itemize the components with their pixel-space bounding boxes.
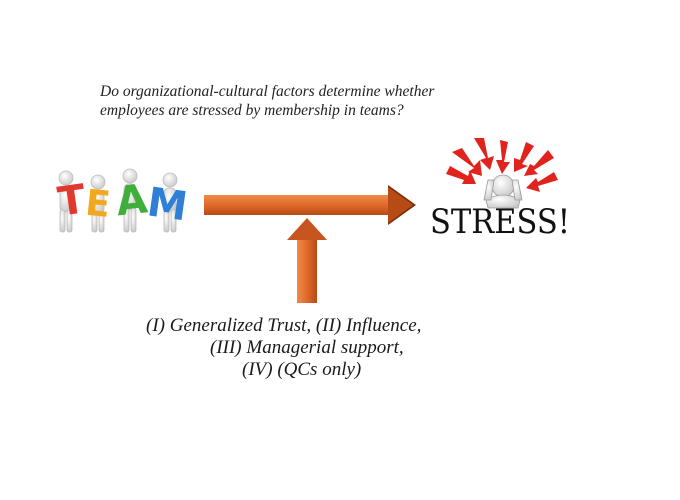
main-effect-arrow bbox=[204, 185, 416, 225]
stressed-person-icon: STRESS! bbox=[430, 138, 570, 242]
moderator-line-1: (I) Generalized Trust, (II) Influence, bbox=[146, 315, 422, 336]
moderator-arrow bbox=[287, 218, 327, 303]
question-text: Do organizational-cultural factors deter… bbox=[100, 82, 620, 120]
stress-label: STRESS! bbox=[430, 202, 570, 242]
moderator-line-3: (IV) (QCs only) bbox=[242, 359, 362, 380]
team-letter-a: A bbox=[114, 176, 150, 225]
moderators-text: (I) Generalized Trust, (II) Influence, (… bbox=[140, 315, 560, 381]
team-letter-m: M bbox=[144, 179, 190, 230]
question-line-2: employees are stressed by membership in … bbox=[100, 102, 404, 119]
team-figures-icon: T E A M bbox=[55, 168, 190, 233]
team-letter-e: E bbox=[83, 183, 112, 226]
question-line-1: Do organizational-cultural factors deter… bbox=[100, 83, 435, 100]
stress-rays bbox=[446, 138, 558, 192]
moderator-line-2: (III) Managerial support, bbox=[210, 337, 404, 358]
